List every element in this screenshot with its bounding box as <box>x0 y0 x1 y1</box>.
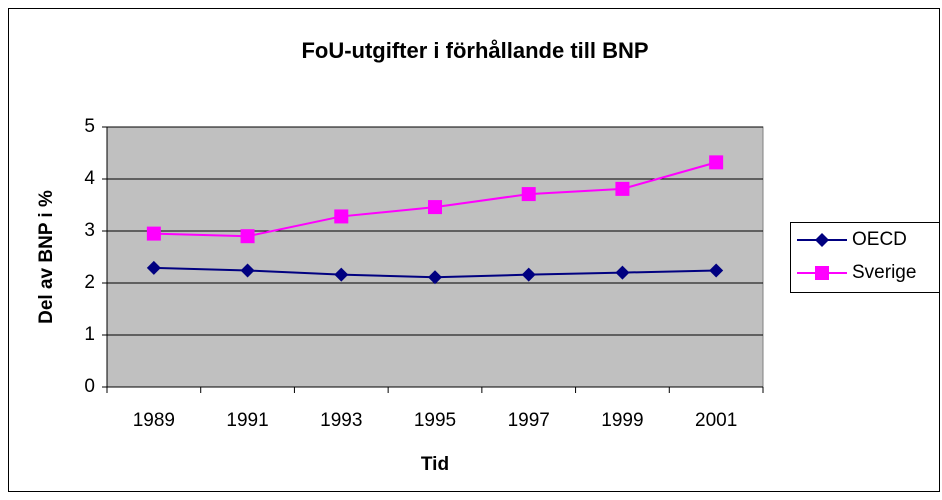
chart-title: FoU-utgifter i förhållande till BNP <box>301 38 648 63</box>
plot-area <box>106 126 764 388</box>
data-point <box>240 229 255 244</box>
y-tick-label: 3 <box>84 220 95 241</box>
data-point <box>334 267 349 282</box>
x-tick-label: 1997 <box>508 410 550 431</box>
data-point <box>334 209 349 224</box>
y-tick-label: 2 <box>84 272 95 293</box>
x-tick-label: 1999 <box>601 410 643 431</box>
x-axis-label: Tid <box>421 454 449 475</box>
x-tick-label: 1993 <box>320 410 362 431</box>
legend-box <box>790 222 940 293</box>
x-tick-label: 1989 <box>133 410 175 431</box>
legend-label: Sverige <box>852 262 916 283</box>
y-axis-label: Del av BNP i % <box>36 190 57 324</box>
data-point <box>240 263 255 278</box>
legend-marker <box>815 233 829 247</box>
x-tick-label: 2001 <box>695 410 737 431</box>
x-tick-label: 1995 <box>414 410 456 431</box>
data-point <box>146 226 161 241</box>
data-point <box>709 155 724 170</box>
y-tick-label: 0 <box>84 376 95 397</box>
data-point <box>428 270 442 285</box>
data-point <box>146 260 161 275</box>
data-point <box>521 187 536 202</box>
y-tick-label: 4 <box>84 168 95 189</box>
data-point <box>428 200 442 215</box>
x-tick-label: 1991 <box>226 410 268 431</box>
y-tick-label: 1 <box>84 324 95 345</box>
data-point <box>615 265 630 280</box>
legend-label: OECD <box>852 229 907 250</box>
data-point <box>521 267 536 282</box>
data-point <box>615 181 630 196</box>
legend-marker <box>815 266 829 280</box>
data-point <box>709 263 724 278</box>
y-tick-label: 5 <box>84 116 95 137</box>
